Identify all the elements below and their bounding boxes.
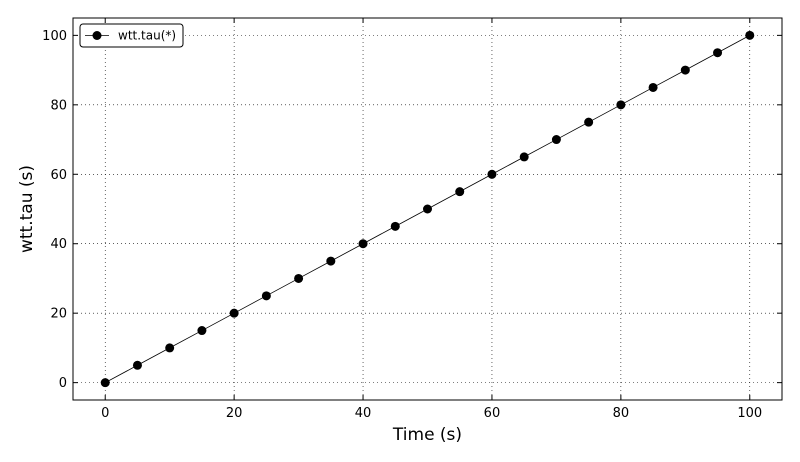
data-point [680,65,690,75]
x-tick-label: 100 [737,406,762,421]
data-point [487,169,497,179]
data-point [648,82,658,92]
x-axis-label: Time (s) [392,425,462,445]
data-point [713,48,723,58]
data-point [229,308,239,318]
data-point [197,326,207,336]
y-tick-label: 60 [50,168,67,183]
data-point [423,204,432,214]
y-tick-label: 20 [50,307,67,322]
tick-layer: 0 20 40 60 80 100 0 20 40 60 80 100 [42,18,782,421]
y-axis-label: wtt.tau (s) [17,165,37,253]
y-tick-label: 40 [50,237,67,252]
data-point [584,117,594,127]
data-point [745,30,755,40]
x-tick-label: 60 [484,406,501,421]
data-point [390,221,400,231]
y-tick-label: 100 [42,29,67,44]
x-tick-label: 0 [101,406,109,421]
y-tick-label: 80 [50,98,67,113]
x-tick-label: 20 [226,406,243,421]
x-tick-label: 40 [355,406,372,421]
data-point [455,187,465,197]
data-point [616,100,626,110]
data-point [165,343,175,353]
data-point [294,273,304,283]
data-point [551,135,561,145]
plot-frame [72,17,783,401]
legend-marker [92,31,102,40]
y-tick-label: 0 [59,376,67,391]
data-point [358,239,368,249]
legend: wtt.tau(*) [79,23,184,48]
legend-label: wtt.tau(*) [118,29,176,43]
data-point [261,291,271,301]
data-point [100,378,110,388]
series-layer [100,30,755,388]
legend-box [79,23,184,48]
data-point [326,256,336,266]
x-tick-label: 80 [613,406,630,421]
data-point [519,152,529,162]
data-point [132,360,142,370]
